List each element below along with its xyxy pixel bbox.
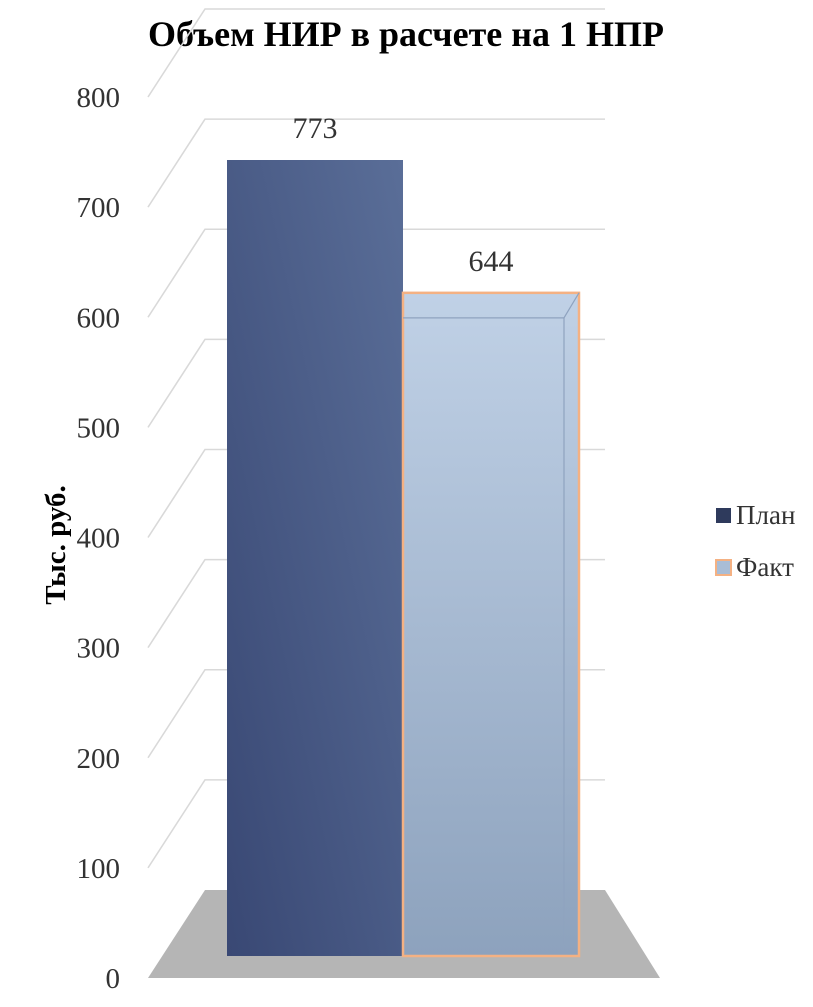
gridline	[147, 118, 605, 208]
bar-fact	[401, 291, 581, 958]
data-label-plan: 773	[293, 112, 338, 145]
legend-swatch-plan	[716, 508, 731, 523]
y-tick-label: 800	[77, 82, 121, 114]
legend-swatch-fact	[715, 559, 732, 576]
legend-label-plan: План	[736, 500, 795, 530]
legend-label-fact: Факт	[736, 552, 794, 582]
y-tick-label: 500	[77, 412, 121, 444]
gridline	[147, 8, 605, 98]
y-tick-label: 100	[77, 853, 121, 885]
y-tick-label: 300	[77, 633, 121, 665]
bar-plan	[227, 160, 403, 956]
data-label-fact: 644	[469, 245, 514, 278]
chart-title: Объем НИР в расчете на 1 НПР	[148, 14, 664, 54]
gridline	[147, 228, 605, 318]
y-axis-label: Тыс. руб.	[40, 485, 72, 605]
legend: План Факт	[715, 500, 795, 582]
y-axis-ticks: 0 100 200 300 400 500 600 700 800	[77, 82, 121, 995]
y-tick-label: 700	[77, 192, 121, 224]
y-tick-label: 400	[77, 523, 121, 555]
y-tick-label: 200	[77, 743, 121, 775]
data-labels: 773 644	[293, 112, 514, 278]
y-tick-label: 600	[77, 302, 121, 334]
bars	[227, 160, 581, 958]
y-tick-label: 0	[106, 963, 121, 995]
